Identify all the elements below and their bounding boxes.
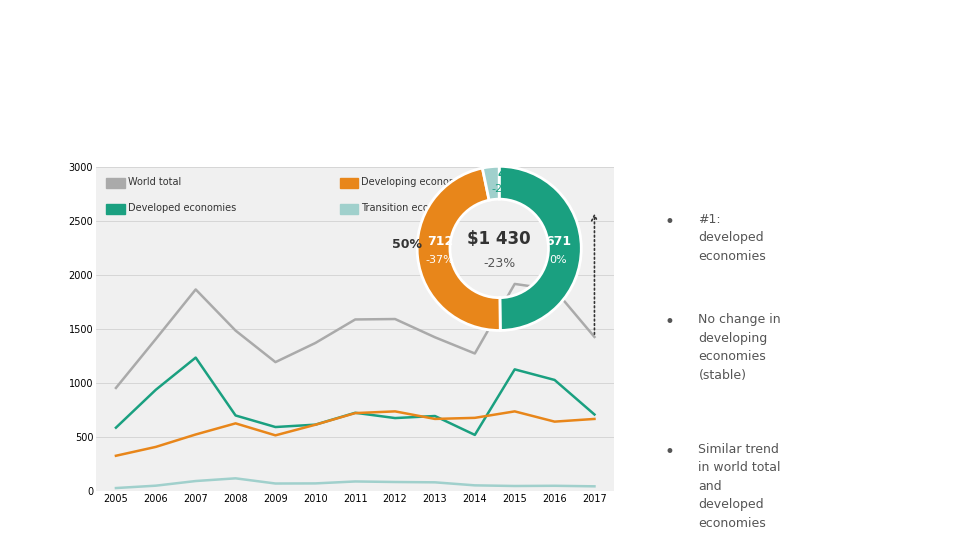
Text: -37%: -37% bbox=[425, 255, 454, 265]
Text: •: • bbox=[664, 313, 675, 331]
Text: Developed economies: Developed economies bbox=[128, 203, 236, 213]
Text: -27%: -27% bbox=[492, 184, 520, 194]
Text: 50%: 50% bbox=[393, 238, 422, 251]
Bar bbox=[340, 204, 358, 214]
Text: Transition economies: Transition economies bbox=[361, 203, 465, 213]
Text: -23%: -23% bbox=[483, 256, 516, 269]
Text: 671: 671 bbox=[545, 235, 571, 248]
Wedge shape bbox=[482, 166, 499, 200]
Text: Developing economies: Developing economies bbox=[361, 177, 472, 187]
Wedge shape bbox=[499, 166, 582, 330]
Bar bbox=[107, 204, 125, 214]
Text: 712: 712 bbox=[427, 235, 453, 248]
Text: 2005–2017 (Billions of dollars and per cent): 2005–2017 (Billions of dollars and per c… bbox=[48, 91, 562, 111]
Bar bbox=[340, 178, 358, 188]
Text: 0%: 0% bbox=[549, 255, 567, 265]
Text: •: • bbox=[664, 443, 675, 461]
Text: World total: World total bbox=[128, 177, 181, 187]
Text: 47: 47 bbox=[497, 168, 515, 181]
Text: #1:
developed
economies: #1: developed economies bbox=[699, 213, 766, 263]
Text: •: • bbox=[664, 213, 675, 231]
Text: $1 430: $1 430 bbox=[468, 230, 531, 247]
Wedge shape bbox=[418, 168, 500, 330]
Text: Similar trend
in world total
and
developed
economies: Similar trend in world total and develop… bbox=[699, 443, 781, 530]
Bar bbox=[107, 178, 125, 188]
Text: FDI inflows, global and by group of economies,: FDI inflows, global and by group of econ… bbox=[48, 36, 602, 56]
Text: No change in
developing
economies
(stable): No change in developing economies (stabl… bbox=[699, 313, 781, 382]
